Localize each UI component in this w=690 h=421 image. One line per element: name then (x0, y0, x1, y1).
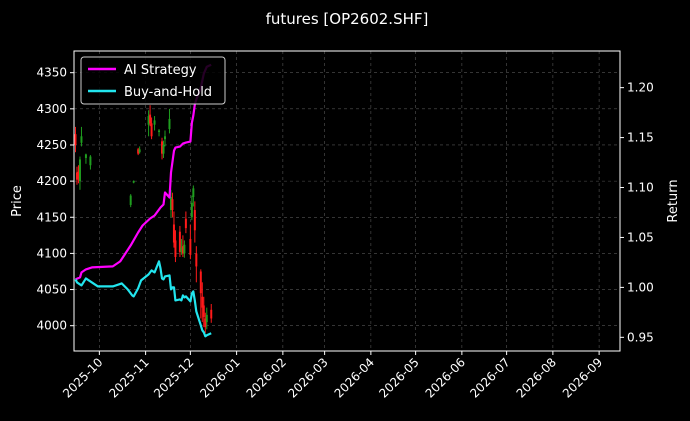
candles (74, 105, 213, 333)
plot-frame (73, 50, 621, 352)
series-line-buy-and-hold (74, 260, 212, 338)
candle-body (164, 136, 166, 140)
candle-body (89, 156, 92, 166)
candle-body (80, 136, 83, 143)
candle-body (129, 195, 132, 205)
candle-body (77, 171, 80, 179)
candle-body (174, 240, 177, 258)
candle-body (78, 159, 81, 182)
candle-body (169, 197, 172, 211)
y-left-tick-label: 4200 (36, 174, 67, 188)
candle-body (162, 144, 165, 154)
y-left-tick-label: 4000 (36, 319, 67, 333)
candle-body (180, 247, 183, 252)
candle-body (168, 118, 171, 130)
candle-body (158, 130, 161, 132)
y-right-tick-label: 0.95 (627, 330, 654, 344)
y-left-tick-label: 4300 (36, 102, 67, 116)
candle-body (189, 238, 192, 255)
y-right-tick-label: 1.20 (627, 81, 654, 95)
candle-body (137, 149, 140, 154)
candle-body (190, 202, 193, 218)
candle-body (202, 305, 205, 318)
candle-body (147, 116, 150, 125)
candle-body (132, 181, 135, 183)
y-right-tick-label: 1.05 (627, 230, 654, 244)
candle-body (210, 309, 213, 319)
candle-body (74, 134, 77, 145)
series-lines (74, 63, 212, 338)
candle-body (183, 244, 186, 254)
y-axis-right-title: Return (666, 179, 681, 222)
candle-body (75, 172, 78, 180)
candle-body (150, 123, 153, 137)
y-right-tick-label: 1.10 (627, 181, 654, 195)
y-left-tick-label: 4100 (36, 246, 67, 260)
candle-body (181, 246, 184, 254)
legend: AI Strategy Buy-and-Hold (80, 56, 226, 105)
y-left-tick-label: 4350 (36, 66, 67, 80)
candle-body (172, 224, 175, 243)
y-axis-left-title: Price (10, 185, 25, 217)
y-right-tick-label: 1.00 (627, 280, 654, 294)
candle-body (195, 253, 198, 267)
candle-body (193, 210, 196, 231)
y-left-tick-label: 4150 (36, 210, 67, 224)
legend-box (80, 56, 226, 105)
legend-label-buy-and-hold: Buy-and-Hold (124, 85, 212, 100)
y-right-tick-label: 1.15 (627, 131, 654, 145)
series-line-ai-strategy (75, 63, 212, 281)
candle-body (199, 271, 202, 294)
candle-body (171, 199, 174, 211)
candle-body (192, 188, 195, 198)
candle-body (161, 141, 164, 154)
y-left-tick-label: 4250 (36, 138, 67, 152)
right-axis: 0.95 1.00 1.05 1.10 1.15 1.20 (620, 81, 654, 344)
candle-body (184, 218, 187, 229)
legend-label-ai-strategy: AI Strategy (124, 63, 197, 78)
candle-body (201, 296, 204, 308)
left-axis: 4000 4050 4100 4150 4200 4250 4300 4350 (36, 66, 74, 333)
grid (74, 51, 620, 351)
candle-body (153, 120, 156, 125)
candle-body (138, 149, 141, 153)
candle-body (149, 114, 152, 124)
y-left-tick-label: 4050 (36, 283, 67, 297)
candle-body (84, 154, 87, 158)
candle-body (178, 231, 181, 252)
candle-body (205, 314, 208, 323)
chart-title: futures [OP2602.SHF] (266, 10, 429, 28)
candle-body (204, 318, 207, 328)
